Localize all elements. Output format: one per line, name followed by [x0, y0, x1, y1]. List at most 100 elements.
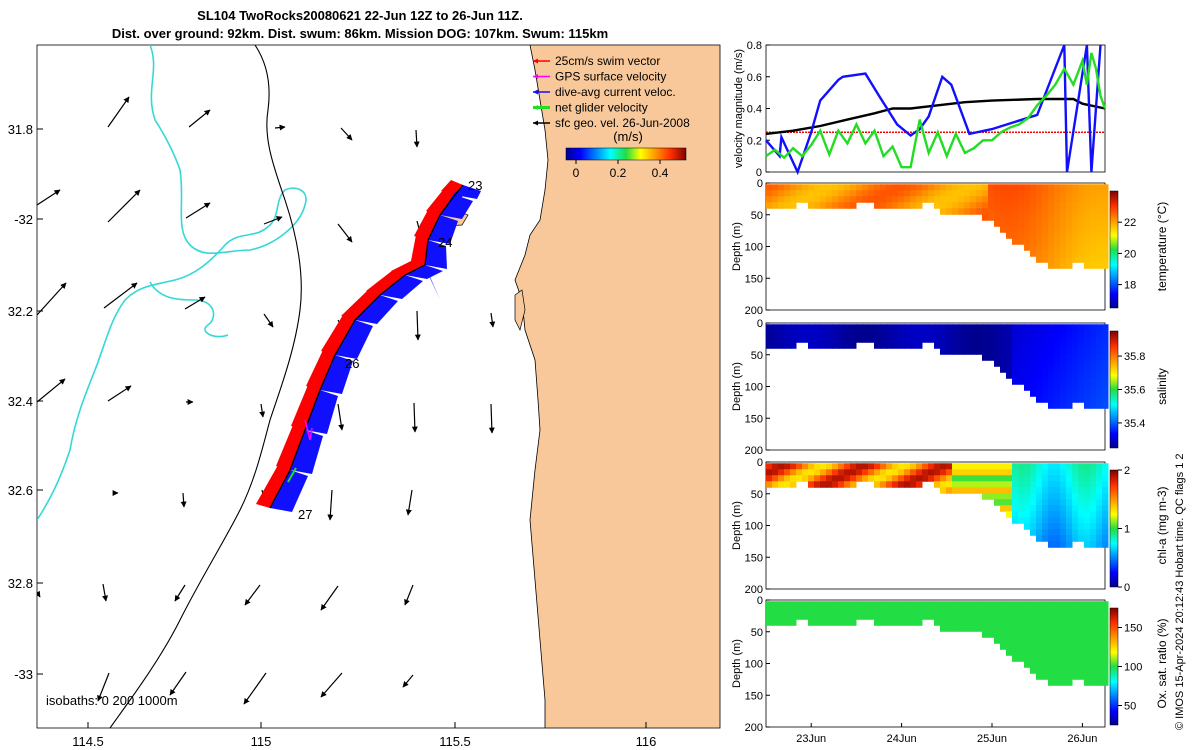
section-cell	[916, 601, 923, 608]
section-cell	[994, 220, 1001, 227]
section-cell	[1030, 324, 1037, 331]
section-cell	[1102, 667, 1109, 674]
section-cell	[934, 475, 941, 482]
section-cell	[1072, 196, 1079, 203]
section-cell	[772, 324, 779, 331]
section-cell	[1048, 196, 1055, 203]
geo-velocity-arrow	[107, 96, 130, 128]
section-cell	[1090, 360, 1097, 367]
section-cell	[1060, 511, 1067, 518]
section-cell	[1054, 208, 1061, 215]
section-cell	[1036, 214, 1043, 221]
colorbar-tick-label: 20	[1124, 248, 1136, 260]
section-cell	[1102, 214, 1109, 221]
geo-velocity-arrow	[263, 313, 274, 328]
section-cell	[1024, 649, 1031, 656]
section-cell	[1096, 607, 1103, 614]
legend-swatch-head	[533, 58, 538, 64]
section-cell	[1042, 384, 1049, 391]
section-cell	[1018, 378, 1025, 385]
section-cell	[1102, 631, 1109, 638]
day-marker-label: 26	[345, 356, 359, 371]
section-cell	[1066, 384, 1073, 391]
section-cell	[892, 196, 899, 203]
section-cell	[952, 348, 959, 355]
section-cell	[1054, 523, 1061, 530]
section-cell	[970, 475, 977, 482]
section-cell	[1060, 601, 1067, 608]
geo-velocity-arrow	[97, 672, 110, 702]
section-cell	[964, 469, 971, 476]
section-cell	[1060, 475, 1067, 482]
section-cell	[1102, 336, 1109, 343]
section-cell	[970, 330, 977, 337]
section-cell	[934, 330, 941, 337]
section-cell	[808, 463, 815, 470]
section-cell	[820, 196, 827, 203]
section-cell	[1030, 238, 1037, 245]
section-cell	[826, 190, 833, 197]
section-cell	[886, 607, 893, 614]
section-cell	[994, 613, 1001, 620]
section-cell	[1102, 523, 1109, 530]
section-cell	[1096, 487, 1103, 494]
colorbar-tick-label: 100	[1124, 662, 1142, 674]
section-cell	[862, 190, 869, 197]
section-cell	[892, 601, 899, 608]
section-cell	[1084, 378, 1091, 385]
section-cell	[1048, 475, 1055, 482]
geo-velocity-arrow	[337, 403, 345, 431]
section-cell	[1096, 250, 1103, 257]
section-cell	[1036, 256, 1043, 263]
section-cell	[838, 330, 845, 337]
section-cell	[1054, 493, 1061, 500]
section-cell	[958, 607, 965, 614]
section-cell	[1102, 378, 1109, 385]
section-cell	[1078, 324, 1085, 331]
section-cell	[1102, 535, 1109, 542]
section-cell	[826, 469, 833, 476]
section-cell	[1066, 637, 1073, 644]
section-cell	[1054, 643, 1061, 650]
velocity-y-tick-label: 0.2	[747, 135, 762, 147]
section-cell	[964, 481, 971, 488]
section-cell	[1072, 390, 1079, 397]
section-cell	[970, 348, 977, 355]
section-cell	[1042, 529, 1049, 536]
section-cell	[904, 184, 911, 191]
section-cell	[910, 475, 917, 482]
section-cell	[856, 469, 863, 476]
section-cell	[940, 469, 947, 476]
section-cell	[1024, 487, 1031, 494]
section-cell	[1072, 342, 1079, 349]
section-cell	[1054, 232, 1061, 239]
section-cell	[1000, 481, 1007, 488]
section-cell	[1066, 390, 1073, 397]
section-cell	[1024, 511, 1031, 518]
section-cell	[1024, 330, 1031, 337]
section-cell	[988, 601, 995, 608]
section-cell	[832, 475, 839, 482]
section-cell	[1054, 262, 1061, 269]
section-cell	[772, 330, 779, 337]
section-cell	[928, 184, 935, 191]
section-cell	[1072, 493, 1079, 500]
section-cell	[856, 184, 863, 191]
section-cell	[1030, 625, 1037, 632]
section-cell	[862, 475, 869, 482]
section-cell	[1066, 262, 1073, 269]
section-cell	[976, 190, 983, 197]
section-cell	[1096, 631, 1103, 638]
section-cell	[1090, 354, 1097, 361]
section-cell	[862, 607, 869, 614]
section-cell	[1102, 244, 1109, 251]
geo-velocity-arrow	[185, 202, 211, 219]
section-cell	[1036, 354, 1043, 361]
section-cell	[1048, 250, 1055, 257]
section-cell	[1018, 499, 1025, 506]
section-cell	[1048, 256, 1055, 263]
section-cell	[1084, 348, 1091, 355]
section-cell	[1030, 360, 1037, 367]
section-cell	[1018, 184, 1025, 191]
